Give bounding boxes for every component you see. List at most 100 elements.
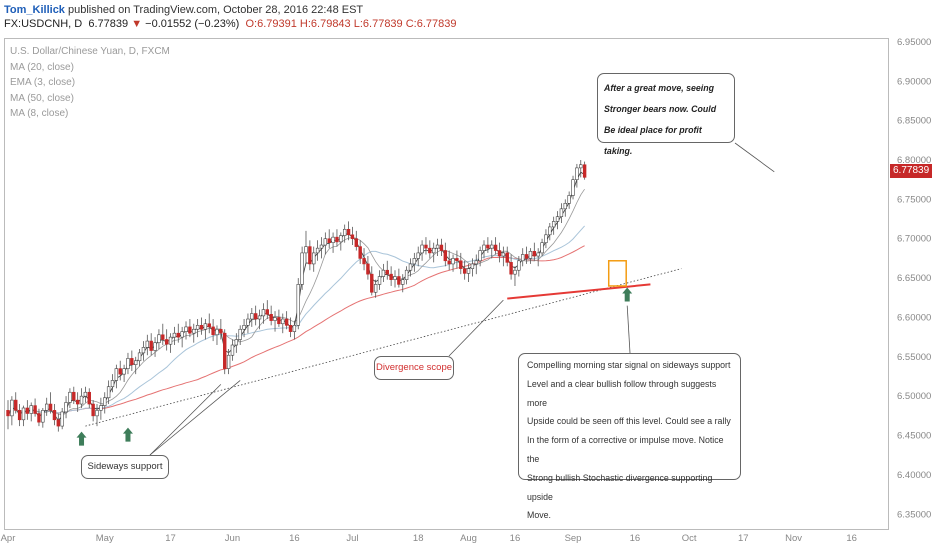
candle-body xyxy=(493,244,498,251)
candle-body xyxy=(555,216,560,222)
legend-ma50[interactable]: MA (50, close) xyxy=(10,92,74,104)
candle-body xyxy=(505,252,509,263)
candle-body xyxy=(447,260,451,265)
plot-area[interactable] xyxy=(4,38,889,530)
candle-body xyxy=(377,276,382,285)
candle-body xyxy=(540,242,544,254)
indicator-legend: U.S. Dollar/Chinese Yuan, D, FXCM MA (20… xyxy=(10,44,170,122)
x-tick-label: Aug xyxy=(460,533,477,544)
candle-body xyxy=(253,313,258,320)
candle-body xyxy=(304,246,308,254)
candle-body xyxy=(234,339,239,346)
candle-body xyxy=(579,164,583,169)
candle-body xyxy=(462,268,467,274)
candle-body xyxy=(513,269,517,275)
candle-body xyxy=(284,318,289,326)
candle-body xyxy=(122,368,126,375)
legend-ma8[interactable]: MA (8, close) xyxy=(10,108,69,119)
candle-body xyxy=(87,391,91,405)
candle-body xyxy=(551,221,556,228)
x-tick-label: 16 xyxy=(846,533,857,544)
candle-body xyxy=(509,262,513,275)
candle-body xyxy=(211,326,215,336)
candle-body xyxy=(95,410,99,417)
candle-body xyxy=(431,247,436,254)
candle-body xyxy=(470,263,475,269)
candle-body xyxy=(195,325,200,330)
red-trendline xyxy=(507,283,651,300)
candle-body xyxy=(439,244,444,251)
interval: D xyxy=(74,18,83,30)
candle-body xyxy=(246,318,250,326)
candle-body xyxy=(582,164,587,178)
symbol-name[interactable]: FX:USDCNH xyxy=(4,18,69,30)
candle-body xyxy=(126,358,130,369)
y-tick-label: 6.80000 xyxy=(897,155,931,166)
candle-body xyxy=(17,410,22,421)
candle-body xyxy=(118,368,122,375)
candle-body xyxy=(141,347,146,354)
candle-body xyxy=(486,244,490,249)
candle-body xyxy=(106,386,111,399)
candle-body xyxy=(443,250,448,262)
candle-body xyxy=(563,203,567,210)
divergence-scope-callout[interactable]: Divergence scope xyxy=(374,356,454,380)
last-price: 6.77839 xyxy=(88,18,129,30)
callout-pointer-line xyxy=(734,142,775,173)
candle-body xyxy=(134,360,138,365)
ma50-line xyxy=(7,245,585,417)
up-arrow-icon xyxy=(622,287,633,302)
up-arrow-icon xyxy=(76,431,87,446)
callout-line-3: Upside could be seen off this level. Cou… xyxy=(527,416,731,427)
ma20-line xyxy=(7,225,585,417)
candle-body xyxy=(548,226,552,236)
x-tick-label: Apr xyxy=(1,533,16,544)
x-tick-label: Jun xyxy=(225,533,240,544)
candle-body xyxy=(180,331,184,338)
down-triangle-icon: ▼ xyxy=(131,18,143,30)
symbol-bar: FX:USDCNH, D 6.77839 ▼ −0.01552 (−0.23%)… xyxy=(4,18,457,30)
author-link[interactable]: Tom_Killick xyxy=(4,4,65,16)
candle-body xyxy=(559,208,564,217)
candle-body xyxy=(401,279,405,285)
candle-body xyxy=(532,251,537,257)
candle-body xyxy=(188,326,192,334)
legend-ema3[interactable]: EMA (3, close) xyxy=(10,77,76,88)
candle-body xyxy=(339,235,343,243)
morning-star-callout[interactable]: Compelling morning star signal on sidewa… xyxy=(518,353,741,520)
candle-body xyxy=(172,332,177,338)
candle-body xyxy=(451,258,455,265)
candle-body xyxy=(385,269,389,275)
y-tick-label: 6.95000 xyxy=(897,37,931,48)
candle-body xyxy=(265,309,269,315)
candle-body xyxy=(292,325,297,332)
callout-pointer-line xyxy=(149,384,222,456)
y-tick-label: 6.85000 xyxy=(897,116,931,127)
x-tick-label: Nov xyxy=(785,533,802,544)
candle-body xyxy=(6,410,10,417)
candle-body xyxy=(393,276,397,280)
candle-body xyxy=(575,167,579,180)
candle-body xyxy=(149,340,153,351)
candle-body xyxy=(424,244,428,249)
sideways-support-callout[interactable]: Sideways support xyxy=(81,455,169,479)
y-tick-label: 6.90000 xyxy=(897,76,931,87)
x-tick-label: Sep xyxy=(565,533,582,544)
candle-body xyxy=(277,317,281,325)
candle-body xyxy=(161,334,165,340)
candle-body xyxy=(528,251,533,259)
candle-body xyxy=(435,244,440,249)
profit-taking-callout[interactable]: After a great move, seeing Stronger bear… xyxy=(597,73,735,156)
candle-body xyxy=(412,258,417,265)
callout-line-2: Level and a clear bullish follow through… xyxy=(527,378,717,408)
publish-info: Tom_Killick published on TradingView.com… xyxy=(4,4,363,16)
y-tick-label: 6.75000 xyxy=(897,194,931,205)
candle-body xyxy=(60,411,64,427)
x-tick-label: 16 xyxy=(630,533,641,544)
legend-ma20[interactable]: MA (20, close) xyxy=(10,61,74,73)
candle-body xyxy=(103,397,107,406)
candle-body xyxy=(176,332,180,338)
candle-body xyxy=(466,268,471,274)
candle-body xyxy=(21,407,26,421)
